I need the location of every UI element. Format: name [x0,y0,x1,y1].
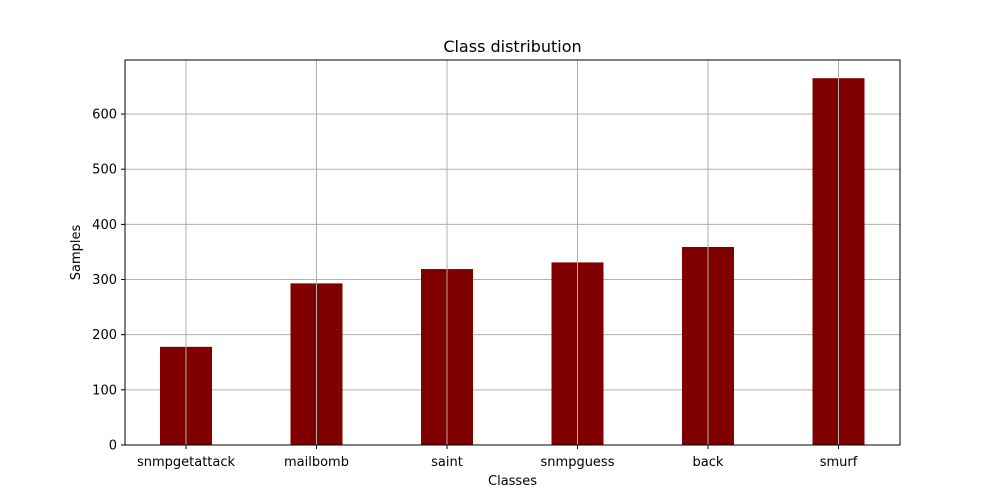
x-tick-label: back [693,455,724,470]
y-tick-label: 0 [109,439,117,454]
y-tick-label: 500 [92,163,117,178]
y-axis-ticks: 0 100 200 300 400 500 600 [92,108,125,454]
y-axis-label: Samples [69,225,84,281]
x-axis-ticks: snmpgetattack mailbomb saint snmpguess back s… [137,445,858,470]
chart-title: Class distribution [443,37,581,56]
x-axis-label: Classes [488,474,537,489]
y-tick-label: 200 [92,328,117,343]
y-tick-label: 600 [92,108,117,123]
y-tick-label: 300 [92,273,117,288]
x-grid-layer [185,60,839,445]
x-tick-label: snmpgetattack [137,455,236,470]
x-tick-label: mailbomb [284,455,349,470]
y-tick-label: 400 [92,218,117,233]
x-tick-label: smurf [820,455,858,470]
plot-frame [124,59,901,446]
grid-layer [125,113,900,446]
y-tick-label: 100 [92,383,117,398]
x-tick-label: saint [431,455,463,470]
x-tick-label: snmpguess [541,455,615,470]
